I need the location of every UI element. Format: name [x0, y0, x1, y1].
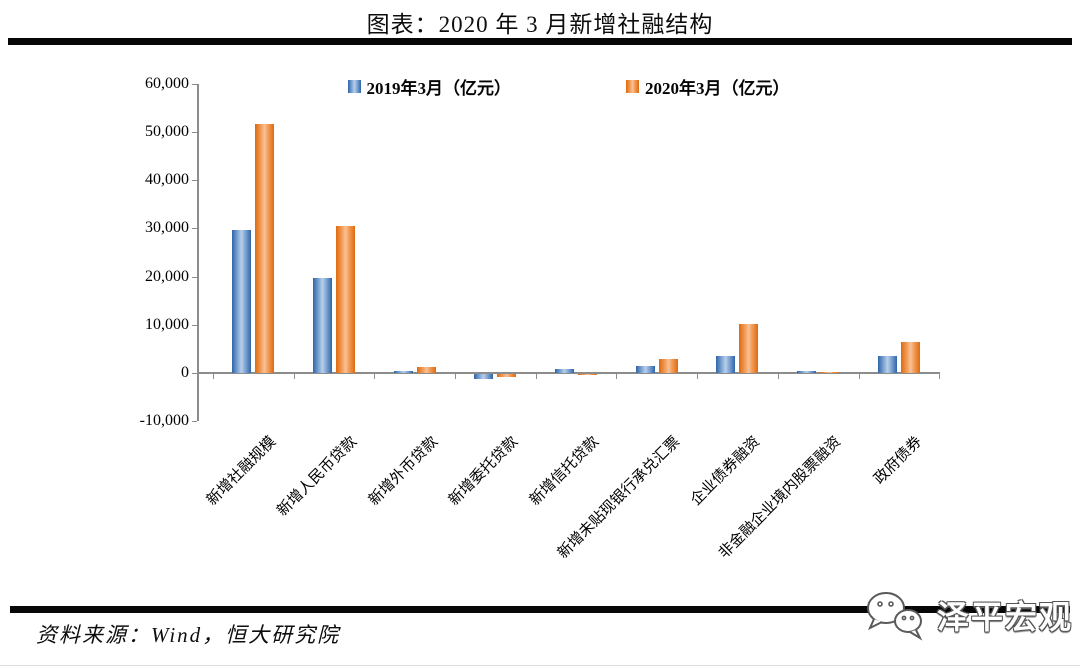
y-axis-tick	[192, 180, 197, 182]
bar-s0-新增社融规模	[232, 229, 252, 373]
top-rule	[8, 38, 1072, 45]
legend-item-2020: 2020年3月（亿元）	[626, 74, 790, 99]
legend-label-2019: 2019年3月（亿元）	[366, 79, 512, 98]
y-axis-label: 30,000	[145, 219, 189, 237]
legend-swatch-2020-icon	[626, 80, 639, 93]
watermark-text: 泽平宏观	[937, 599, 1074, 635]
bar-s1-新增委托贷款	[497, 373, 517, 377]
bar-s1-政府债券	[900, 342, 920, 373]
legend-label-2020: 2020年3月（亿元）	[645, 79, 790, 98]
bar-s0-新增人民币贷款	[313, 278, 333, 373]
x-axis-tick	[697, 373, 699, 379]
bar-s1-企业债券融资	[739, 324, 759, 373]
x-axis-tick	[939, 373, 941, 379]
x-axis-tick	[616, 373, 618, 379]
category-label-3: 新增委托贷款	[446, 433, 522, 509]
bar-s1-新增外币贷款	[416, 366, 436, 373]
y-axis-label: -10,000	[139, 412, 189, 429]
x-axis-tick	[858, 373, 860, 379]
chart-title: 图表：2020 年 3 月新增社融结构	[366, 12, 714, 37]
bar-s1-新增信托贷款	[578, 373, 598, 376]
x-axis-tick	[455, 373, 457, 379]
bar-s1-新增人民币贷款	[336, 226, 356, 373]
x-axis-line	[197, 371, 940, 374]
y-axis-tick	[192, 228, 197, 230]
y-axis-tick	[192, 276, 197, 278]
bar-s0-企业债券融资	[716, 356, 736, 373]
y-axis-line	[197, 84, 199, 421]
y-axis-label: 50,000	[145, 123, 189, 141]
bar-s0-新增未贴现银行承兑汇票	[635, 365, 655, 373]
y-axis-tick	[192, 372, 197, 374]
x-axis-tick	[213, 373, 215, 379]
y-axis-tick	[192, 324, 197, 326]
legend-swatch-2019-icon	[347, 80, 361, 93]
x-axis-tick	[777, 373, 779, 379]
category-label-0: 新增社融规模	[204, 433, 280, 509]
bar-s0-新增信托贷款	[555, 369, 575, 373]
category-label-6: 企业债券融资	[688, 433, 764, 509]
y-axis-label: 10,000	[145, 315, 189, 333]
bar-s0-非金融企业境内股票融资	[797, 371, 817, 373]
y-axis-label: 0	[181, 363, 189, 381]
bar-s0-新增外币贷款	[393, 371, 413, 373]
category-label-4: 新增信托贷款	[527, 433, 603, 509]
bar-s1-新增未贴现银行承兑汇票	[658, 358, 678, 373]
bar-s1-非金融企业境内股票融资	[820, 371, 840, 373]
category-label-8: 政府债券	[871, 433, 925, 488]
bar-s1-新增社融规模	[255, 123, 275, 373]
legend-item-2019: 2019年3月（亿元）	[347, 74, 512, 99]
x-axis-tick	[535, 373, 537, 379]
bottom-rule	[10, 606, 1070, 613]
y-axis-tick	[192, 421, 197, 422]
category-label-1: 新增人民币贷款	[274, 433, 361, 520]
y-axis-tick	[192, 132, 197, 134]
bar-s0-政府债券	[877, 355, 897, 373]
y-axis-tick	[192, 84, 197, 85]
bar-s0-新增委托贷款	[474, 373, 494, 380]
category-label-2: 新增外币贷款	[365, 433, 441, 509]
legend: 2019年3月（亿元） 2020年3月（亿元）	[197, 74, 940, 99]
watermark: 泽平宏观	[860, 586, 1073, 644]
source-note: 资料来源：Wind，恒大研究院	[36, 623, 341, 647]
y-axis-label: 60,000	[145, 75, 189, 92]
wechat-logo-icon	[867, 592, 923, 641]
y-axis-label: 40,000	[145, 171, 189, 189]
x-axis-tick	[293, 373, 295, 379]
x-axis-tick	[374, 373, 376, 379]
y-axis-label: 20,000	[145, 267, 189, 285]
